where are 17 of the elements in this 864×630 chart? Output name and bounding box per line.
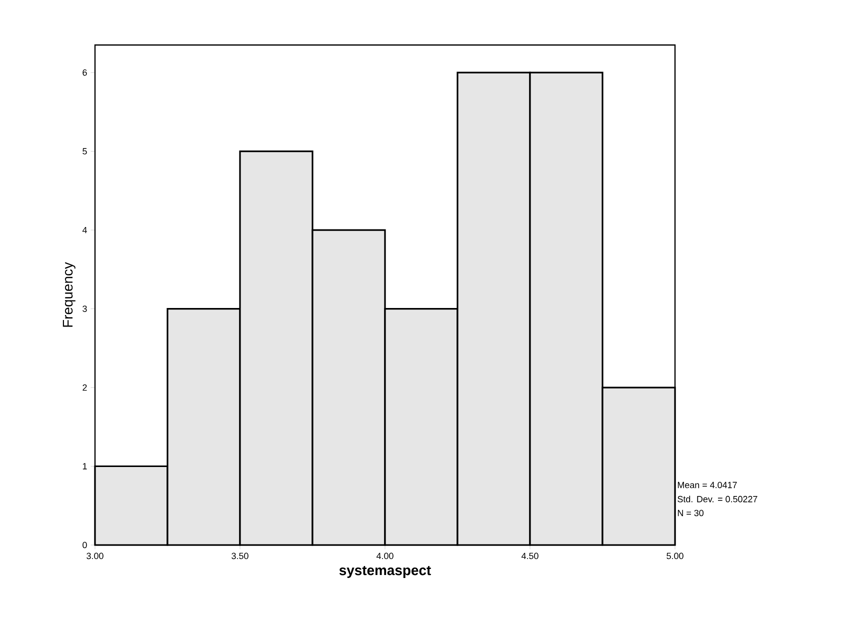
- x-tick-label: 4.00: [376, 552, 394, 560]
- y-tick-label: 0: [82, 542, 87, 548]
- x-tick-label: 3.00: [86, 552, 104, 560]
- y-tick-label: 2: [82, 384, 87, 391]
- x-tick-label: 5.00: [666, 552, 684, 560]
- y-tick-label: 3: [82, 306, 87, 312]
- y-tick-label: 1: [82, 463, 87, 470]
- x-axis-title: systemaspect: [339, 566, 431, 578]
- y-tick-label: 6: [82, 69, 87, 76]
- text: Mean = 4.0417: [678, 482, 737, 488]
- x-tick-label: 4.50: [521, 552, 538, 560]
- text: N = 30: [678, 510, 704, 516]
- y-axis-title: Frequency: [62, 262, 76, 327]
- y-tick-label: 5: [82, 148, 87, 154]
- y-tick-label: 4: [82, 226, 87, 234]
- x-tick-label: 3.50: [232, 552, 248, 560]
- text: Std. Dev. = 0.50227: [678, 496, 758, 502]
